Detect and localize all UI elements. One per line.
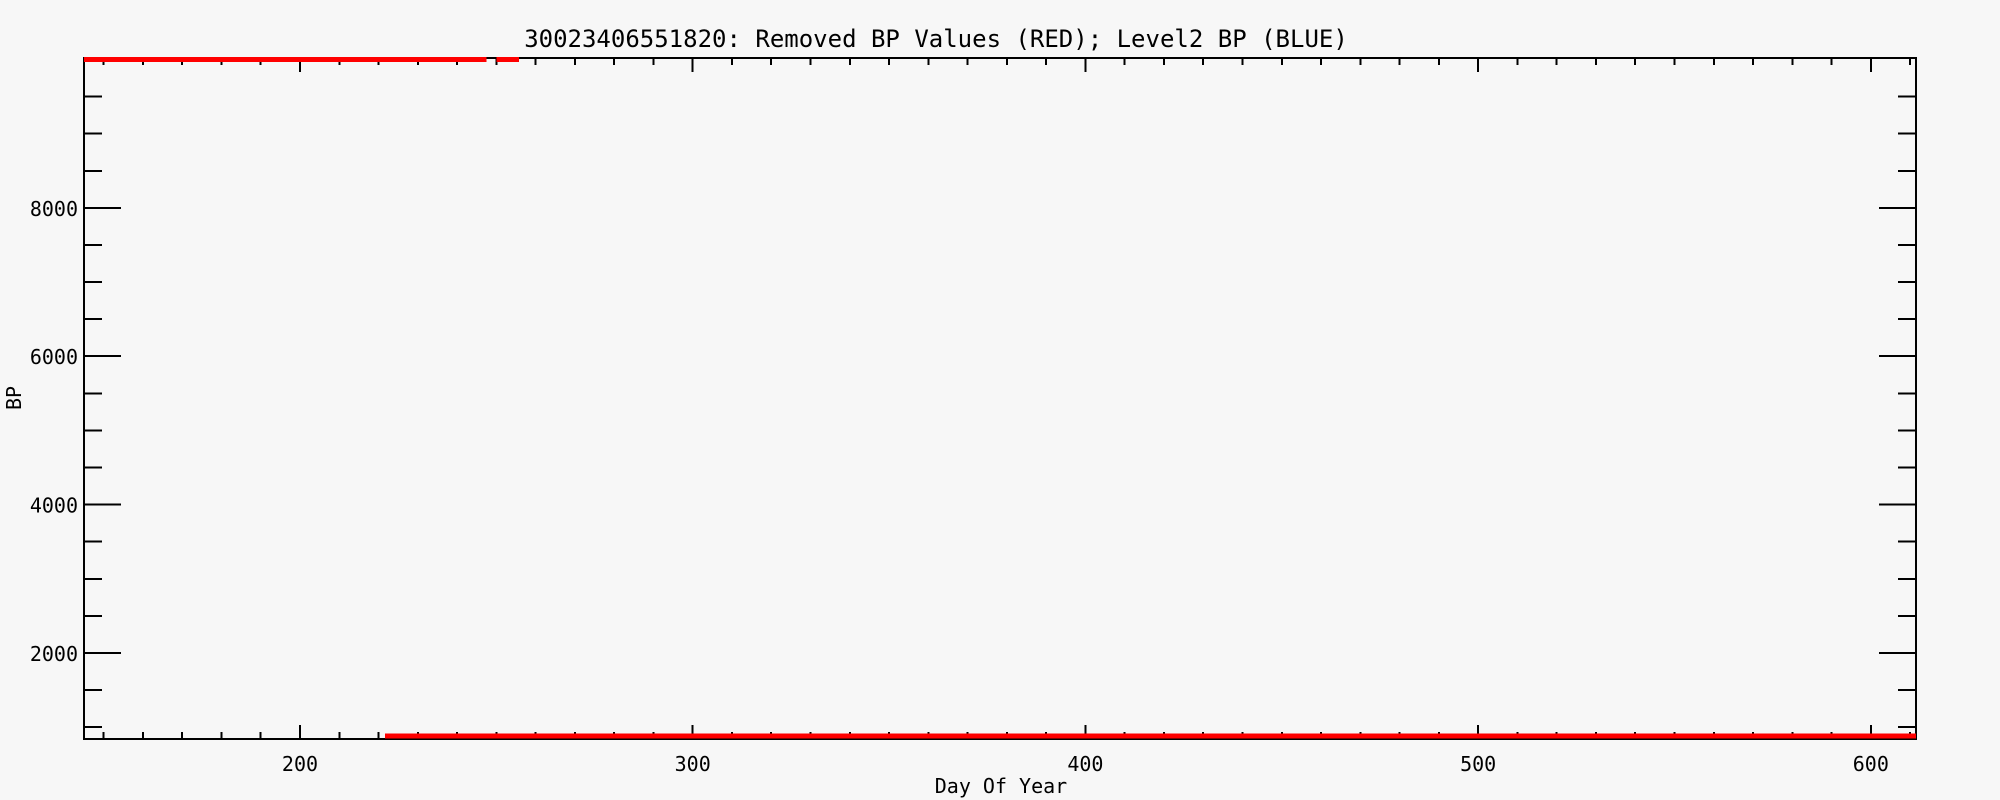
- axes: [83, 57, 1917, 740]
- y-tick-label: 6000: [30, 345, 78, 369]
- y-tick-label: 4000: [30, 494, 78, 518]
- x-axis-label: Day Of Year: [935, 774, 1067, 798]
- x-tick-label: 300: [675, 752, 711, 776]
- y-axis-label: BP: [2, 386, 26, 410]
- chart-title: 30023406551820: Removed BP Values (RED);…: [524, 25, 1348, 53]
- y-tick-label: 2000: [30, 642, 78, 666]
- data-series: [84, 56, 1916, 739]
- y-tick-label: 8000: [30, 197, 78, 221]
- tick-labels: 200 300 400 500 600 2000 4000 6000 8000: [30, 197, 1889, 776]
- x-tick-label: 600: [1853, 752, 1889, 776]
- plot-border: [83, 57, 1917, 740]
- x-tick-label: 400: [1067, 752, 1103, 776]
- x-tick-label: 200: [282, 752, 318, 776]
- x-tick-label: 500: [1460, 752, 1496, 776]
